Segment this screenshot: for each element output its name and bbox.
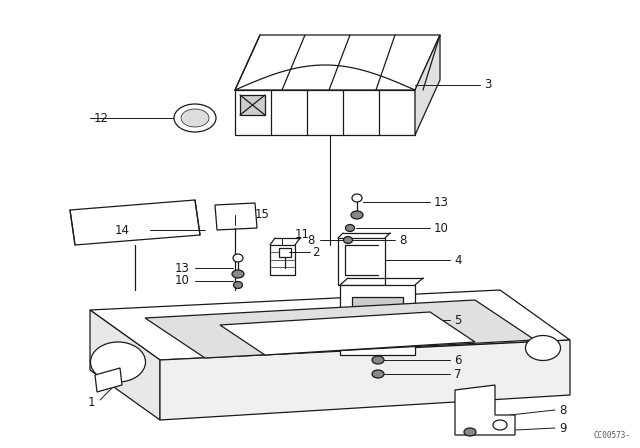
Ellipse shape (352, 194, 362, 202)
Polygon shape (220, 312, 475, 355)
Ellipse shape (493, 420, 507, 430)
Ellipse shape (372, 356, 384, 364)
Ellipse shape (174, 104, 216, 132)
Text: 10: 10 (175, 275, 190, 288)
Text: 8: 8 (308, 233, 315, 246)
Ellipse shape (181, 109, 209, 127)
Text: 2: 2 (312, 246, 319, 258)
Text: 13: 13 (175, 262, 190, 275)
Text: 14: 14 (115, 224, 130, 237)
Text: 3: 3 (484, 78, 492, 91)
Polygon shape (90, 310, 160, 420)
Ellipse shape (90, 342, 145, 382)
Polygon shape (215, 203, 257, 230)
Polygon shape (270, 245, 295, 275)
Polygon shape (70, 200, 200, 245)
Polygon shape (95, 368, 122, 392)
Text: 11: 11 (295, 228, 310, 241)
Ellipse shape (351, 211, 363, 219)
Text: 9: 9 (559, 422, 566, 435)
Text: 5: 5 (454, 314, 461, 327)
Text: 15: 15 (255, 208, 270, 221)
Polygon shape (145, 300, 535, 358)
Ellipse shape (344, 237, 353, 244)
Text: 10: 10 (434, 221, 449, 234)
Text: 4: 4 (454, 254, 461, 267)
Text: 13: 13 (434, 195, 449, 208)
Polygon shape (235, 35, 440, 90)
Polygon shape (279, 248, 291, 257)
Ellipse shape (346, 224, 355, 232)
Ellipse shape (233, 254, 243, 262)
Polygon shape (455, 385, 515, 435)
Text: CC00573-: CC00573- (593, 431, 630, 440)
Ellipse shape (525, 336, 561, 361)
Text: 8: 8 (399, 233, 406, 246)
Polygon shape (415, 35, 440, 135)
Polygon shape (338, 238, 385, 285)
Ellipse shape (234, 281, 243, 289)
Text: 8: 8 (559, 404, 566, 417)
Text: 6: 6 (454, 353, 461, 366)
Ellipse shape (98, 348, 138, 376)
Text: 12: 12 (94, 112, 109, 125)
Text: 7: 7 (454, 367, 461, 380)
Polygon shape (90, 290, 570, 360)
Ellipse shape (372, 370, 384, 378)
Polygon shape (240, 95, 265, 115)
Polygon shape (340, 285, 415, 355)
Polygon shape (235, 90, 415, 135)
Polygon shape (352, 297, 403, 343)
Polygon shape (160, 340, 570, 420)
Ellipse shape (464, 428, 476, 436)
Ellipse shape (232, 270, 244, 278)
Text: 1: 1 (88, 396, 95, 409)
